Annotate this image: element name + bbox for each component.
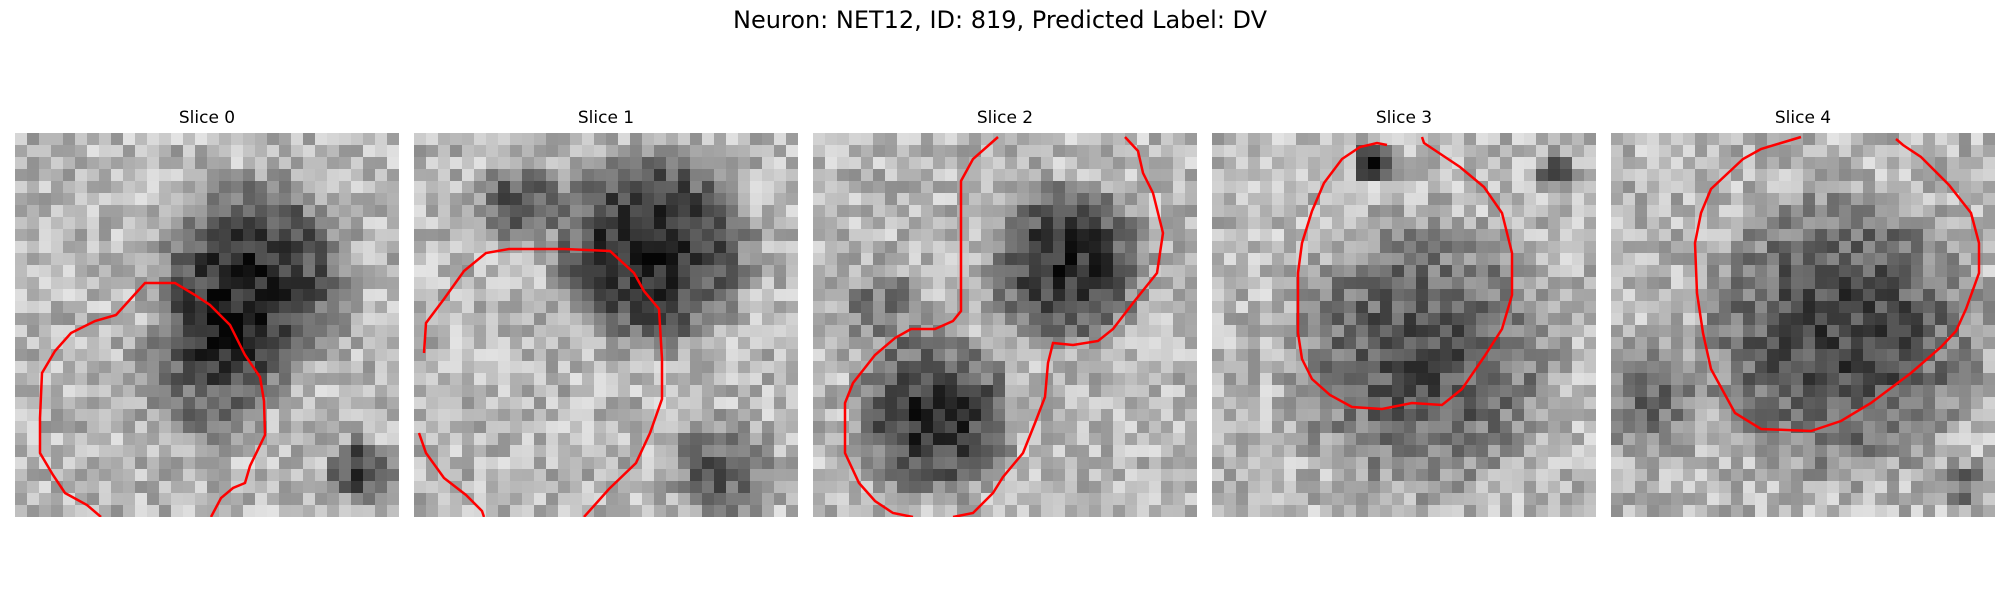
panel-title-slice-2: Slice 2 <box>976 108 1034 128</box>
slice-1-contour <box>422 247 664 517</box>
slice-4-contour <box>1693 135 1981 433</box>
slice-0-contour <box>38 281 267 517</box>
slice-3-image <box>1212 133 1596 517</box>
panel-title-slice-3: Slice 3 <box>1375 108 1433 128</box>
slice-3-svg <box>1212 133 1596 517</box>
slice-4-pixel-grid <box>1611 133 1995 517</box>
panel-title-slice-1: Slice 1 <box>577 108 635 128</box>
slice-2-image <box>813 133 1197 517</box>
panel-title-slice-4: Slice 4 <box>1774 108 1832 128</box>
slice-2-contour <box>843 136 999 517</box>
slice-4-svg <box>1611 133 1995 517</box>
slice-3-pixel-grid <box>1212 133 1596 517</box>
slice-2-svg <box>813 133 1197 517</box>
slice-3-contour <box>1296 136 1514 411</box>
slice-2-contour-right <box>952 136 1165 517</box>
slice-0-image <box>15 133 399 517</box>
slice-4-image <box>1611 133 1995 517</box>
slice-1-pixel-grid <box>414 133 798 517</box>
slice-2-pixel-grid <box>813 133 1197 517</box>
slice-1-image <box>414 133 798 517</box>
figure-title: Neuron: NET12, ID: 819, Predicted Label:… <box>732 6 1268 34</box>
slice-0-svg <box>15 133 399 517</box>
slice-1-svg <box>414 133 798 517</box>
slice-1-contour-left <box>417 432 486 517</box>
panel-title-slice-0: Slice 0 <box>178 108 236 128</box>
slice-0-pixel-grid <box>15 133 399 517</box>
